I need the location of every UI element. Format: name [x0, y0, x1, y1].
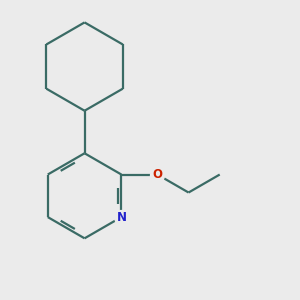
- Text: N: N: [116, 211, 126, 224]
- Text: O: O: [152, 168, 162, 181]
